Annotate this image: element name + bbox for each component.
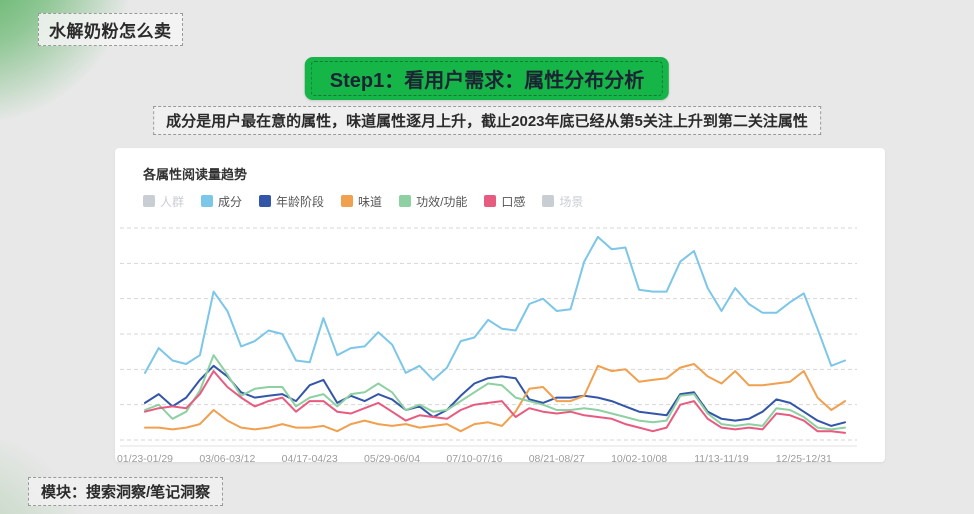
legend-label: 人群 bbox=[160, 194, 185, 209]
legend-item-功效/功能[interactable]: 功效/功能 bbox=[399, 193, 467, 210]
x-tick-label: 08/21-08/27 bbox=[529, 453, 585, 465]
legend-item-场景[interactable]: 场景 bbox=[542, 193, 583, 210]
x-tick-label: 07/10-07/16 bbox=[446, 453, 502, 465]
legend-label: 成分 bbox=[218, 194, 243, 209]
legend-label: 味道 bbox=[358, 194, 383, 209]
chart-card: 各属性阅读量趋势 人群 成分 年龄阶段 味道 功效/功能 口感 场景 01/23-01/29… bbox=[115, 148, 885, 465]
legend-label: 功效/功能 bbox=[416, 194, 468, 209]
chart-title: 各属性阅读量趋势 bbox=[143, 167, 248, 182]
legend-swatch bbox=[484, 195, 497, 207]
page-title: 水解奶粉怎么卖 bbox=[38, 13, 183, 46]
series-line-成分 bbox=[144, 235, 846, 381]
chart-legend: 人群 成分 年龄阶段 味道 功效/功能 口感 场景 bbox=[115, 183, 885, 210]
legend-swatch bbox=[143, 195, 155, 207]
x-tick-label: 04/17-04/23 bbox=[282, 453, 338, 465]
legend-item-成分[interactable]: 成分 bbox=[201, 193, 242, 210]
legend-item-味道[interactable]: 味道 bbox=[341, 193, 382, 210]
legend-label: 场景 bbox=[559, 194, 584, 209]
step-banner: Step1：看用户需求：属性分布分析 bbox=[304, 57, 670, 100]
series-line-功效/功能 bbox=[144, 354, 846, 431]
legend-swatch bbox=[399, 195, 412, 207]
series-line-味道 bbox=[144, 363, 846, 433]
legend-item-年龄阶段[interactable]: 年龄阶段 bbox=[259, 193, 324, 210]
legend-label: 口感 bbox=[501, 194, 526, 209]
step-banner-label: Step1：看用户需求：属性分布分析 bbox=[310, 61, 664, 96]
insight-subtitle: 成分是用户最在意的属性，味道属性逐月上升，截止2023年底已经从第5关注上升到第… bbox=[153, 106, 821, 135]
series-line-口感 bbox=[144, 370, 846, 434]
legend-swatch bbox=[201, 195, 214, 207]
legend-item-口感[interactable]: 口感 bbox=[484, 193, 525, 210]
line-chart: 01/23-01/29 03/06-03/12 04/17-04/23 05/29-0… bbox=[117, 227, 857, 465]
x-tick-label: 10/02-10/08 bbox=[611, 453, 667, 465]
legend-swatch bbox=[259, 195, 272, 207]
series-line-年龄阶段 bbox=[144, 364, 846, 427]
legend-swatch bbox=[341, 195, 354, 207]
legend-label: 年龄阶段 bbox=[276, 194, 325, 209]
x-tick-label: 12/25-12/31 bbox=[776, 453, 832, 465]
footer-module-label: 模块：搜索洞察/笔记洞察 bbox=[28, 477, 224, 506]
x-tick-label: 03/06-03/12 bbox=[199, 453, 255, 465]
x-tick-label: 05/29-06/04 bbox=[364, 453, 420, 465]
x-tick-label: 11/13-11/19 bbox=[694, 453, 749, 465]
legend-item-人群[interactable]: 人群 bbox=[143, 193, 184, 210]
x-tick-label: 01/23-01/29 bbox=[117, 453, 173, 465]
legend-swatch bbox=[542, 195, 555, 207]
